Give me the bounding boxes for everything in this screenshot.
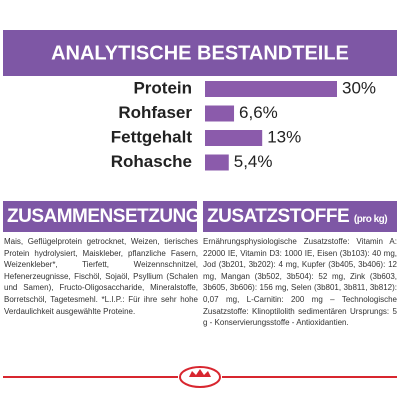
additives-title: ZUSATZSTOFFE (pro kg) bbox=[203, 201, 397, 232]
bar bbox=[205, 130, 263, 146]
value-label: 6,6% bbox=[239, 103, 278, 122]
composition-title: ZUSAMMENSETZUNG bbox=[3, 201, 201, 232]
composition-title-text: ZUSAMMENSETZUNG bbox=[7, 206, 201, 227]
header-band bbox=[3, 30, 397, 76]
composition-text: Mais, Geflügelprotein getrocknet, Weizen… bbox=[4, 237, 198, 316]
category-label: Rohfaser bbox=[118, 103, 192, 122]
value-label: 13% bbox=[267, 127, 301, 146]
additives-title-text: ZUSATZSTOFFE bbox=[207, 206, 350, 227]
value-label: 5,4% bbox=[234, 152, 273, 171]
bar bbox=[205, 105, 235, 122]
value-label: 30% bbox=[342, 78, 376, 97]
chart-title: ANALYTISCHE BESTANDTEILE bbox=[51, 42, 349, 64]
category-label: Protein bbox=[133, 78, 192, 97]
category-label: Fettgehalt bbox=[111, 127, 193, 146]
additives-unit: (pro kg) bbox=[353, 214, 388, 225]
additives-text: Ernährungsphysiologische Zusatzstoffe: V… bbox=[203, 237, 397, 328]
logo-crown bbox=[189, 369, 211, 377]
bar bbox=[205, 81, 337, 97]
bar bbox=[205, 154, 229, 171]
category-label: Rohasche bbox=[111, 152, 192, 171]
